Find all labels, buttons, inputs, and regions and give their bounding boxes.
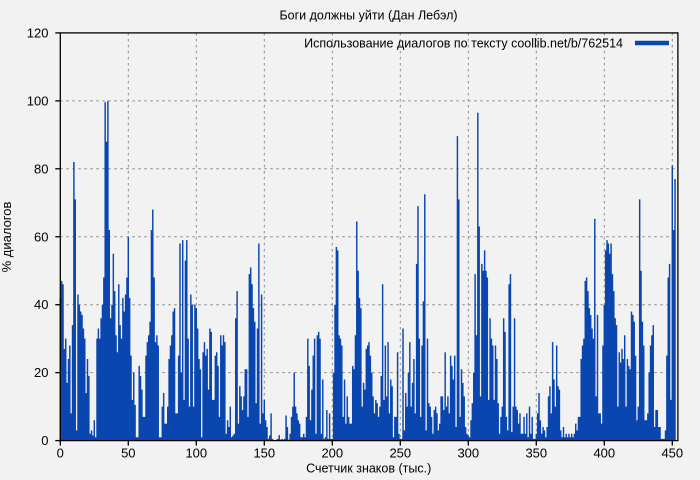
- svg-text:0: 0: [41, 433, 48, 448]
- svg-text:250: 250: [389, 446, 411, 461]
- svg-text:300: 300: [457, 446, 479, 461]
- svg-text:Использование диалогов по текс: Использование диалогов по тексту coollib…: [304, 37, 623, 51]
- svg-text:400: 400: [593, 446, 615, 461]
- svg-text:Боги должны уйти (Дан Лебэл): Боги должны уйти (Дан Лебэл): [279, 9, 457, 23]
- svg-text:40: 40: [34, 297, 48, 312]
- svg-text:450: 450: [661, 446, 683, 461]
- svg-text:20: 20: [34, 365, 48, 380]
- svg-text:350: 350: [525, 446, 547, 461]
- svg-text:% диалогов: % диалогов: [0, 202, 14, 273]
- svg-text:100: 100: [27, 93, 49, 108]
- svg-text:150: 150: [253, 446, 275, 461]
- svg-text:80: 80: [34, 161, 48, 176]
- svg-text:0: 0: [57, 446, 64, 461]
- svg-text:120: 120: [27, 25, 49, 40]
- svg-text:Счетчик знаков (тыс.): Счетчик знаков (тыс.): [306, 462, 431, 476]
- svg-text:100: 100: [185, 446, 207, 461]
- svg-text:60: 60: [34, 229, 48, 244]
- svg-text:200: 200: [321, 446, 343, 461]
- svg-text:50: 50: [121, 446, 135, 461]
